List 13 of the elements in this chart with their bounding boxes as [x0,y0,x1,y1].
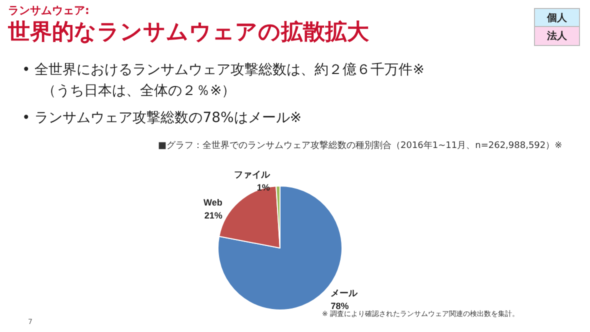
slice-label: メール [330,288,359,298]
text: • ランサムウェア攻撃総数の78%はメール※ [22,109,302,127]
text: 個人 [534,8,580,28]
slice-label: ファイル [234,170,271,180]
data-label: 78% [330,301,349,312]
text: （うち日本は、全体の２％※） [42,82,236,100]
text: 法人 [534,26,580,46]
text: • 全世界におけるランサムウェア攻撃総数は、約２億６千万件※ [22,61,424,79]
text: ランサムウェア: [8,3,90,18]
data-label: 21% [204,210,222,221]
slice-label: Web [204,198,223,208]
text: ■グラフ：全世界でのランサムウェア攻撃総数の種別割合（2016年1~11月、n=262,988,592）※ [158,140,562,152]
chart-title: 世界的なランサムウェアの拡散拡大 [8,19,369,47]
